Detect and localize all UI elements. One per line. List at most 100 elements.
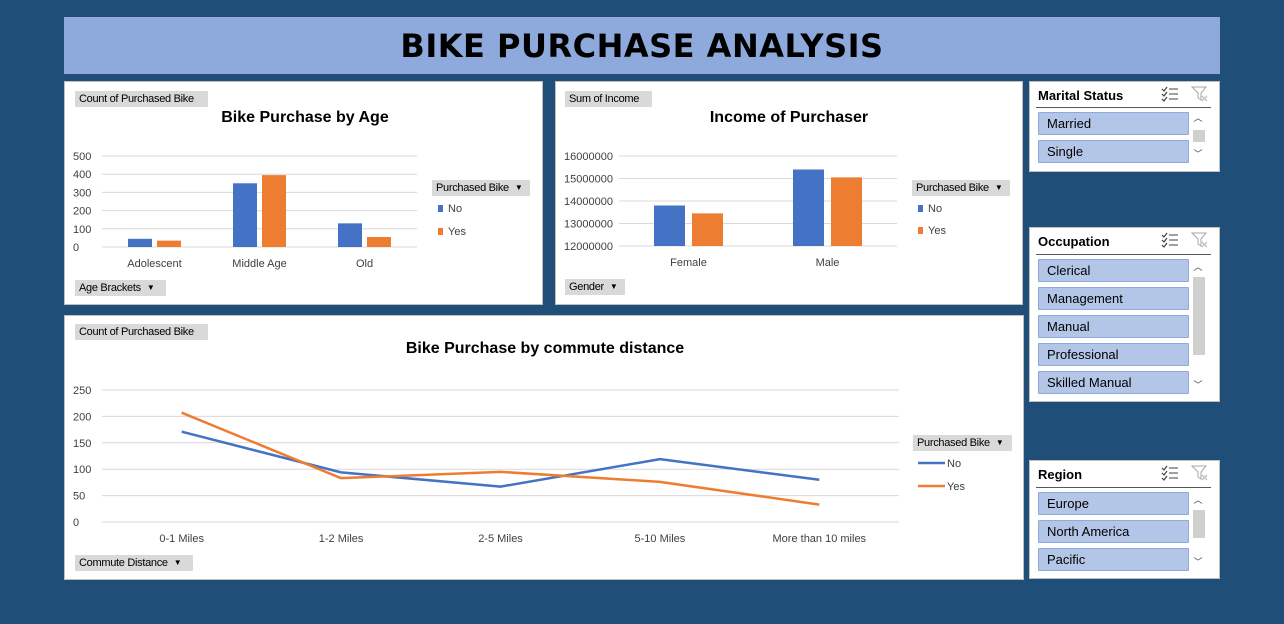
x-tick-label: Middle Age bbox=[232, 258, 286, 270]
slicer-occupation[interactable]: Occupation Clerical Management Manual Pr… bbox=[1029, 227, 1220, 402]
scroll-up-icon[interactable]: ︿ bbox=[1193, 113, 1203, 123]
y-tick-label: 100 bbox=[73, 464, 91, 476]
multi-select-icon[interactable] bbox=[1161, 232, 1179, 253]
bar-no bbox=[233, 183, 257, 247]
bar-no bbox=[128, 238, 152, 247]
chart-title: Bike Purchase by commute distance bbox=[405, 340, 685, 357]
x-tick-label: 2-5 Miles bbox=[478, 533, 523, 545]
multi-select-icon[interactable] bbox=[1161, 86, 1179, 107]
scroll-down-icon[interactable]: ﹀ bbox=[1193, 557, 1203, 567]
slicer-item[interactable]: Professional bbox=[1038, 343, 1189, 366]
slicer-title: Marital Status bbox=[1038, 88, 1124, 103]
scroll-down-icon[interactable]: ﹀ bbox=[1193, 380, 1203, 390]
clear-filter-icon[interactable] bbox=[1190, 465, 1209, 486]
commute-chart-panel[interactable]: Count of Purchased Bike Bike Purchase by… bbox=[64, 315, 1024, 580]
legend-field-button[interactable]: Purchased Bike ▼ bbox=[912, 180, 1010, 196]
scroll-thumb[interactable] bbox=[1193, 277, 1205, 355]
legend-field-button[interactable]: Purchased Bike ▼ bbox=[432, 180, 530, 196]
dropdown-arrow-icon: ▼ bbox=[609, 282, 618, 291]
income-chart-svg: 12000000 13000000 14000000 15000000 16000000… bbox=[564, 151, 897, 269]
multi-select-icon[interactable] bbox=[1161, 465, 1179, 486]
scroll-thumb[interactable] bbox=[1193, 510, 1205, 538]
value-field-label: Sum of Income bbox=[569, 93, 640, 105]
scroll-up-icon[interactable]: ︿ bbox=[1193, 495, 1203, 505]
bar-yes bbox=[157, 240, 181, 247]
y-tick-label: 0 bbox=[73, 517, 79, 529]
axis-field-button[interactable]: Age Brackets ▼ bbox=[75, 280, 166, 296]
slicer-item[interactable]: Married bbox=[1038, 112, 1189, 135]
slicer-item[interactable]: Skilled Manual bbox=[1038, 371, 1189, 394]
slicer-item[interactable]: North America bbox=[1038, 520, 1189, 543]
series-line-no bbox=[181, 430, 820, 488]
axis-field-button[interactable]: Gender ▼ bbox=[565, 279, 625, 295]
clear-filter-icon[interactable] bbox=[1190, 232, 1209, 253]
x-tick-label: Female bbox=[670, 257, 707, 269]
legend-label-no: No bbox=[448, 203, 462, 215]
legend-field-button[interactable]: Purchased Bike ▼ bbox=[913, 435, 1012, 451]
slicer-title: Occupation bbox=[1038, 234, 1110, 249]
y-tick-label: 200 bbox=[73, 206, 91, 218]
legend-swatch-no bbox=[918, 205, 923, 212]
slicer-item[interactable]: Single bbox=[1038, 140, 1189, 163]
dropdown-arrow-icon: ▼ bbox=[994, 183, 1003, 192]
value-field-label: Count of Purchased Bike bbox=[79, 326, 194, 338]
slicer-item[interactable]: Clerical bbox=[1038, 259, 1189, 282]
legend-label-no: No bbox=[928, 203, 942, 215]
series-line-yes bbox=[181, 411, 820, 506]
axis-field-label: Gender bbox=[569, 281, 604, 293]
x-tick-label: 0-1 Miles bbox=[159, 533, 204, 545]
y-tick-label: 150 bbox=[73, 438, 91, 450]
slicer-item[interactable]: Europe bbox=[1038, 492, 1189, 515]
bar-no bbox=[654, 205, 685, 246]
slicer-scrollbar[interactable]: ︿ ﹀ bbox=[1191, 112, 1205, 164]
chart-title: Income of Purchaser bbox=[709, 109, 869, 126]
scroll-thumb[interactable] bbox=[1193, 130, 1205, 142]
bar-yes bbox=[262, 175, 286, 247]
slicer-divider bbox=[1036, 107, 1211, 108]
legend-swatch-yes bbox=[918, 227, 923, 234]
dropdown-arrow-icon: ▼ bbox=[146, 283, 155, 292]
bar-no bbox=[793, 169, 824, 246]
slicer-region[interactable]: Region Europe North America Pacific ︿ ﹀ bbox=[1029, 460, 1220, 579]
y-tick-label: 14000000 bbox=[564, 196, 613, 208]
legend-label-no: No bbox=[947, 458, 961, 470]
slicer-item[interactable]: Pacific bbox=[1038, 548, 1189, 571]
value-field-button[interactable]: Count of Purchased Bike bbox=[75, 91, 208, 107]
commute-chart-svg: 0 50 100 150 200 250 0-1 Miles 1-2 Miles 2-5 Mil… bbox=[73, 385, 899, 545]
value-field-button[interactable]: Sum of Income bbox=[565, 91, 652, 107]
value-field-button[interactable]: Count of Purchased Bike bbox=[75, 324, 208, 340]
slicer-item[interactable]: Management bbox=[1038, 287, 1189, 310]
axis-field-button[interactable]: Commute Distance ▼ bbox=[75, 555, 193, 571]
y-tick-label: 15000000 bbox=[564, 174, 613, 186]
slicer-item[interactable]: Manual bbox=[1038, 315, 1189, 338]
x-tick-label: Male bbox=[816, 257, 840, 269]
scroll-down-icon[interactable]: ﹀ bbox=[1193, 149, 1203, 159]
scroll-up-icon[interactable]: ︿ bbox=[1193, 262, 1203, 272]
legend-field-label: Purchased Bike bbox=[917, 437, 990, 449]
clear-filter-icon[interactable] bbox=[1190, 86, 1209, 107]
dropdown-arrow-icon: ▼ bbox=[173, 558, 182, 567]
slicer-title: Region bbox=[1038, 467, 1083, 482]
bar-yes bbox=[692, 213, 723, 246]
x-tick-label: 1-2 Miles bbox=[319, 533, 364, 545]
y-tick-label: 100 bbox=[73, 224, 91, 236]
legend-swatch-yes bbox=[438, 228, 443, 235]
slicer-divider bbox=[1036, 254, 1211, 255]
age-chart-svg: 0 100 200 300 400 500 Adolescent Middle Age Old bbox=[73, 151, 417, 270]
age-chart-panel[interactable]: Count of Purchased Bike Bike Purchase by… bbox=[64, 81, 543, 305]
age-legend: No Yes bbox=[438, 203, 466, 238]
y-tick-label: 12000000 bbox=[564, 241, 613, 253]
legend-field-label: Purchased Bike bbox=[916, 182, 989, 194]
y-tick-label: 300 bbox=[73, 187, 91, 199]
bar-yes bbox=[367, 236, 391, 247]
slicer-marital-status[interactable]: Marital Status Married Single ︿ ﹀ bbox=[1029, 81, 1220, 172]
dropdown-arrow-icon: ▼ bbox=[995, 438, 1004, 447]
income-chart-panel[interactable]: Sum of Income Income of Purchaser 120000… bbox=[555, 81, 1023, 305]
x-tick-label: Old bbox=[356, 258, 373, 270]
slicer-scrollbar[interactable]: ︿ ﹀ bbox=[1191, 261, 1205, 393]
slicer-scrollbar[interactable]: ︿ ﹀ bbox=[1191, 494, 1205, 572]
legend-field-label: Purchased Bike bbox=[436, 182, 509, 194]
dashboard-title: BIKE PURCHASE ANALYSIS bbox=[400, 26, 884, 65]
legend-label-yes: Yes bbox=[448, 226, 466, 238]
legend-label-yes: Yes bbox=[947, 481, 965, 493]
